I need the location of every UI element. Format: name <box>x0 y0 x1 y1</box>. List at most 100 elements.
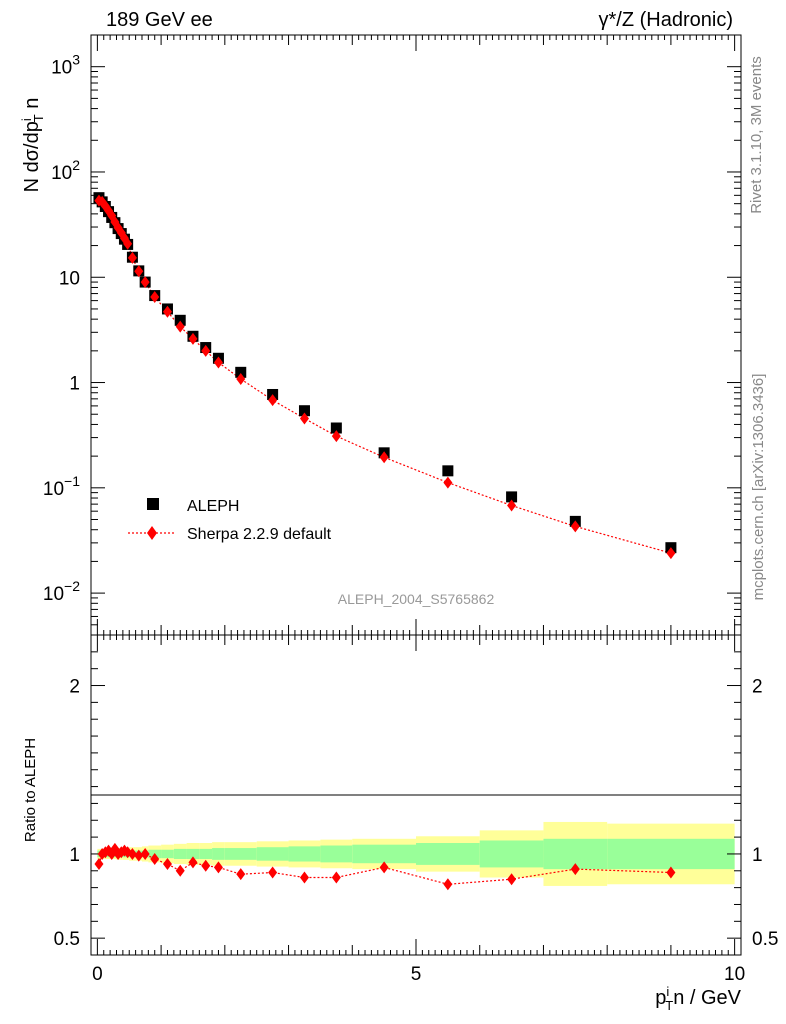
ratio-y-tick-label: 1 <box>69 845 80 866</box>
header-left: 189 GeV ee <box>106 9 213 31</box>
ratio-point <box>666 866 676 879</box>
ratio-y-tick-label-right: 0.5 <box>752 929 778 950</box>
mc-series-points <box>94 194 676 560</box>
main-panel: 10−2 10−1 1 10 102 103 ALEPH_2004_S5765862 AL… <box>19 34 742 636</box>
main-axis-ticks <box>91 34 741 636</box>
ratio-band-inner <box>212 848 225 860</box>
mc-point <box>175 320 185 333</box>
mc-point <box>188 332 198 345</box>
ratio-point <box>188 856 198 869</box>
mcplots-label: mcplots.cern.ch [arXiv:1306.3436] <box>750 374 767 601</box>
legend-mc-marker <box>147 526 157 540</box>
data-point <box>174 314 186 326</box>
x-tick-label: 10 <box>724 964 745 985</box>
main-y-tick-label: 10−1 <box>43 473 80 500</box>
ratio-band-inner <box>607 838 735 870</box>
ratio-point <box>150 853 160 865</box>
mc-series-line <box>98 200 672 554</box>
ratio-y-axis-label: Ratio to ALEPH <box>22 738 39 842</box>
legend-data-marker <box>147 498 159 510</box>
analysis-id: ALEPH_2004_S5765862 <box>338 591 495 607</box>
x-axis-label: pi Tn / GeV <box>655 984 741 1013</box>
ratio-frame <box>90 634 742 956</box>
legend: ALEPH Sherpa 2.2.9 default <box>128 498 332 543</box>
ratio-band-inner <box>320 845 353 863</box>
main-y-axis-label: N dσ/dpiT n <box>19 98 46 193</box>
x-tick-label: 0 <box>92 964 103 985</box>
svg-text:N dσ/dpiT n: N dσ/dpiT n <box>19 98 46 193</box>
legend-data-label: ALEPH <box>187 498 239 515</box>
mc-point <box>507 499 517 512</box>
ratio-point <box>331 871 341 884</box>
ratio-band-inner <box>173 848 187 859</box>
mc-point <box>331 430 341 443</box>
data-point <box>330 422 342 434</box>
data-point <box>298 405 310 417</box>
ratio-band-inner <box>416 843 480 865</box>
ratio-point <box>379 861 389 874</box>
ratio-y-tick-labels: 0.5 0.5 1 1 2 2 <box>54 677 779 951</box>
main-y-tick-label: 103 <box>51 52 80 79</box>
mc-point <box>201 344 211 357</box>
main-y-tick-label: 102 <box>51 157 80 184</box>
ratio-point <box>213 861 223 874</box>
ratio-point <box>175 864 185 877</box>
mc-point <box>268 394 278 407</box>
ratio-point <box>127 847 137 860</box>
ratio-band-inner <box>224 848 257 860</box>
main-y-tick-label: 1 <box>69 374 80 395</box>
mc-point <box>379 451 389 464</box>
ratio-point <box>299 871 309 884</box>
ratio-panel: 0.5 0.5 1 1 2 2 Ratio to ALEPH 0 5 10 pi Tn / Ge… <box>22 634 779 1013</box>
ratio-band-inner <box>479 840 544 868</box>
data-point <box>506 491 518 503</box>
ratio-y-tick-label: 2 <box>69 677 80 698</box>
header-right: γ*/Z (Hadronic) <box>599 9 733 31</box>
ratio-series-points <box>94 842 676 891</box>
x-tick-labels: 0 5 10 <box>92 964 745 985</box>
ratio-point <box>201 859 211 872</box>
mc-point <box>123 237 133 250</box>
ratio-band-inner <box>352 844 416 864</box>
ratio-uncertainty-bands <box>97 821 735 886</box>
ratio-point <box>507 873 517 886</box>
mc-point <box>162 305 172 318</box>
ratio-band-inner <box>186 848 200 859</box>
mc-point <box>299 412 309 425</box>
ratio-band-inner <box>161 849 174 859</box>
ratio-y-tick-label-right: 2 <box>752 677 763 698</box>
ratio-point <box>236 868 246 881</box>
ratio-point <box>162 858 172 871</box>
mc-point <box>666 547 676 560</box>
ratio-point <box>134 849 144 862</box>
mc-point <box>570 520 580 533</box>
ratio-point <box>570 863 580 876</box>
rivet-label: Rivet 3.1.10, 3M events <box>748 56 765 214</box>
mc-point <box>213 356 223 369</box>
mc-point <box>236 373 246 386</box>
ratio-band-inner <box>288 846 321 862</box>
data-point <box>235 366 247 378</box>
ratio-point <box>443 878 453 891</box>
data-series-points <box>93 192 677 554</box>
main-y-tick-label: 10−2 <box>43 578 80 605</box>
mc-point <box>127 251 137 264</box>
main-y-tick-label: 10 <box>59 268 80 289</box>
ratio-y-tick-label-right: 1 <box>752 845 763 866</box>
ratio-band-inner <box>199 848 213 859</box>
ratio-y-tick-label: 0.5 <box>54 929 80 950</box>
main-y-tick-labels: 10−2 10−1 1 10 102 103 <box>43 52 80 605</box>
mc-point <box>119 232 129 245</box>
mc-point <box>443 476 453 489</box>
mc-point <box>134 265 144 278</box>
data-point <box>442 465 454 477</box>
ratio-axis-ticks <box>91 634 741 956</box>
x-tick-label: 5 <box>411 964 422 985</box>
mc-point <box>150 290 160 303</box>
ratio-point <box>140 847 150 860</box>
ratio-point <box>94 858 104 871</box>
ratio-band-inner <box>256 847 289 861</box>
ratio-point <box>268 866 278 879</box>
legend-mc-label: Sherpa 2.2.9 default <box>187 526 332 543</box>
